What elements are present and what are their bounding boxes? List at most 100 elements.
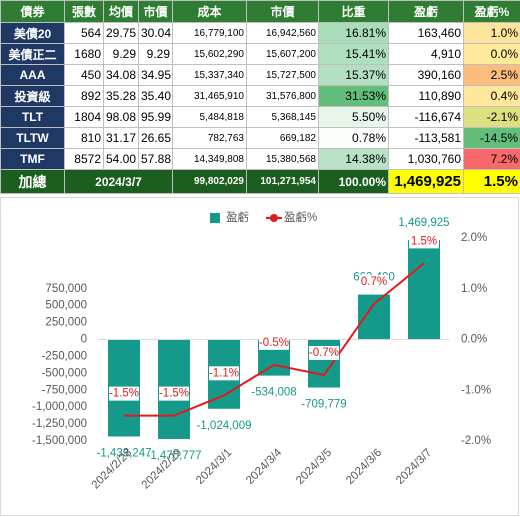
cell: 31,576,800 — [246, 85, 319, 107]
cell: 892 — [64, 85, 104, 107]
line-value-label: -0.5% — [259, 337, 289, 349]
legend-label: 盈虧 — [226, 210, 249, 224]
bar-value-label: -1,470,777 — [147, 450, 202, 462]
line-value-label: -1.5% — [109, 388, 139, 400]
y2-tick-label: 2.0% — [461, 232, 487, 244]
y-tick-label: -500,000 — [42, 367, 87, 379]
holdings-table: 債券 張數 均價 市價 成本 市價 比重 盈虧 盈虧% 美債20 564 29.75 30.04 16,7… — [0, 0, 520, 194]
bond-name: TLT — [0, 106, 65, 128]
legend-swatch — [210, 213, 220, 223]
bar-value-label: 1,469,925 — [398, 217, 449, 229]
cell: -2.1% — [463, 106, 520, 128]
cell: 31.53% — [318, 85, 389, 107]
bond-name: 美債20 — [0, 22, 65, 44]
line-value-label: 1.5% — [411, 235, 437, 247]
legend-label: 盈虧% — [284, 210, 317, 224]
bar-value-label: -534,008 — [251, 387, 296, 399]
cell: -14.5% — [463, 127, 520, 149]
cell: 9.29 — [138, 43, 173, 65]
label-background — [309, 346, 339, 361]
bar-value-label: -709,779 — [301, 399, 346, 411]
bar — [358, 294, 390, 340]
cell: 31.17 — [103, 127, 139, 149]
bond-name: AAA — [0, 64, 65, 86]
cell: 15.41% — [318, 43, 389, 65]
cell: 5,368,145 — [246, 106, 319, 128]
cell: 34.95 — [138, 64, 173, 86]
y-tick-label: 250,000 — [45, 317, 87, 329]
label-background — [409, 234, 439, 249]
cell: 16.81% — [318, 22, 389, 44]
bond-name: 投資級 — [0, 85, 65, 107]
y2-tick-label: -2.0% — [461, 435, 491, 447]
cell: 30.04 — [138, 22, 173, 44]
cell: 26.65 — [138, 127, 173, 149]
y2-tick-label: 0.0% — [461, 334, 487, 346]
cell: 15,727,500 — [246, 64, 319, 86]
y-tick-label: 500,000 — [45, 300, 87, 312]
table-row: TLT 1804 98.08 95.99 5,484,818 5,368,145 5.50%… — [0, 106, 520, 128]
label-background — [259, 335, 289, 350]
cell: 564 — [64, 22, 104, 44]
total-cell: 2024/3/7 — [64, 169, 173, 194]
cell: 95.99 — [138, 106, 173, 128]
y-tick-label: -1,250,000 — [32, 418, 87, 430]
cell: 14.38% — [318, 148, 389, 170]
header-cell: 比重 — [318, 0, 389, 23]
label-background — [109, 386, 139, 401]
table-row: 投資級 892 35.28 35.40 31,465,910 31,576,800 31.5… — [0, 85, 520, 107]
cell: 669,182 — [246, 127, 319, 149]
cell: 15.37% — [318, 64, 389, 86]
bar-value-label: -1,024,009 — [197, 420, 252, 432]
cell: 0.0% — [463, 43, 520, 65]
total-cell: 100.00% — [318, 169, 389, 194]
y-tick-label: -750,000 — [42, 384, 87, 396]
total-cell: 1.5% — [463, 169, 520, 194]
cell: 4,910 — [388, 43, 464, 65]
total-cell: 1,469,925 — [388, 169, 464, 194]
cell: -113,581 — [388, 127, 464, 149]
header-cell: 成本 — [172, 0, 247, 23]
cell: 7.2% — [463, 148, 520, 170]
y2-tick-label: 1.0% — [461, 283, 487, 295]
cell: 29.75 — [103, 22, 139, 44]
header-cell: 債券 — [0, 0, 65, 23]
cell: 9.29 — [103, 43, 139, 65]
cell: 390,160 — [388, 64, 464, 86]
cell: 5,484,818 — [172, 106, 247, 128]
cell: 98.08 — [103, 106, 139, 128]
cell: 1680 — [64, 43, 104, 65]
y-tick-label: -1,000,000 — [32, 401, 87, 413]
bond-name: TMF — [0, 148, 65, 170]
cell: 782,763 — [172, 127, 247, 149]
header-cell: 市價 — [246, 0, 319, 23]
legend-marker — [270, 214, 278, 222]
line-value-label: -0.7% — [309, 347, 339, 359]
cell: 0.78% — [318, 127, 389, 149]
y-tick-label: -250,000 — [42, 350, 87, 362]
cell: 54.00 — [103, 148, 139, 170]
total-cell: 101,271,954 — [246, 169, 319, 194]
header-cell: 盈虧% — [463, 0, 520, 23]
label-background — [159, 386, 189, 401]
header-cell: 市價 — [138, 0, 173, 23]
header-cell: 張數 — [64, 0, 104, 23]
y-tick-label: -1,500,000 — [32, 435, 87, 447]
cell: 1804 — [64, 106, 104, 128]
cell: 16,942,560 — [246, 22, 319, 44]
y-tick-label: 750,000 — [45, 283, 87, 295]
cell: 31,465,910 — [172, 85, 247, 107]
cell: 15,337,340 — [172, 64, 247, 86]
table-row: TMF 8572 54.00 57.88 14,349,808 15,380,568 14.… — [0, 148, 520, 170]
cell: 1,030,760 — [388, 148, 464, 170]
total-cell: 加總 — [0, 169, 65, 194]
bond-name: 美債正二 — [0, 43, 65, 65]
cell: 16,779,100 — [172, 22, 247, 44]
bar-value-label: -1,433,247 — [97, 448, 152, 460]
cell: 5.50% — [318, 106, 389, 128]
cell: 35.28 — [103, 85, 139, 107]
line-value-label: -1.1% — [209, 367, 239, 379]
cell: 15,607,200 — [246, 43, 319, 65]
cell: 163,460 — [388, 22, 464, 44]
